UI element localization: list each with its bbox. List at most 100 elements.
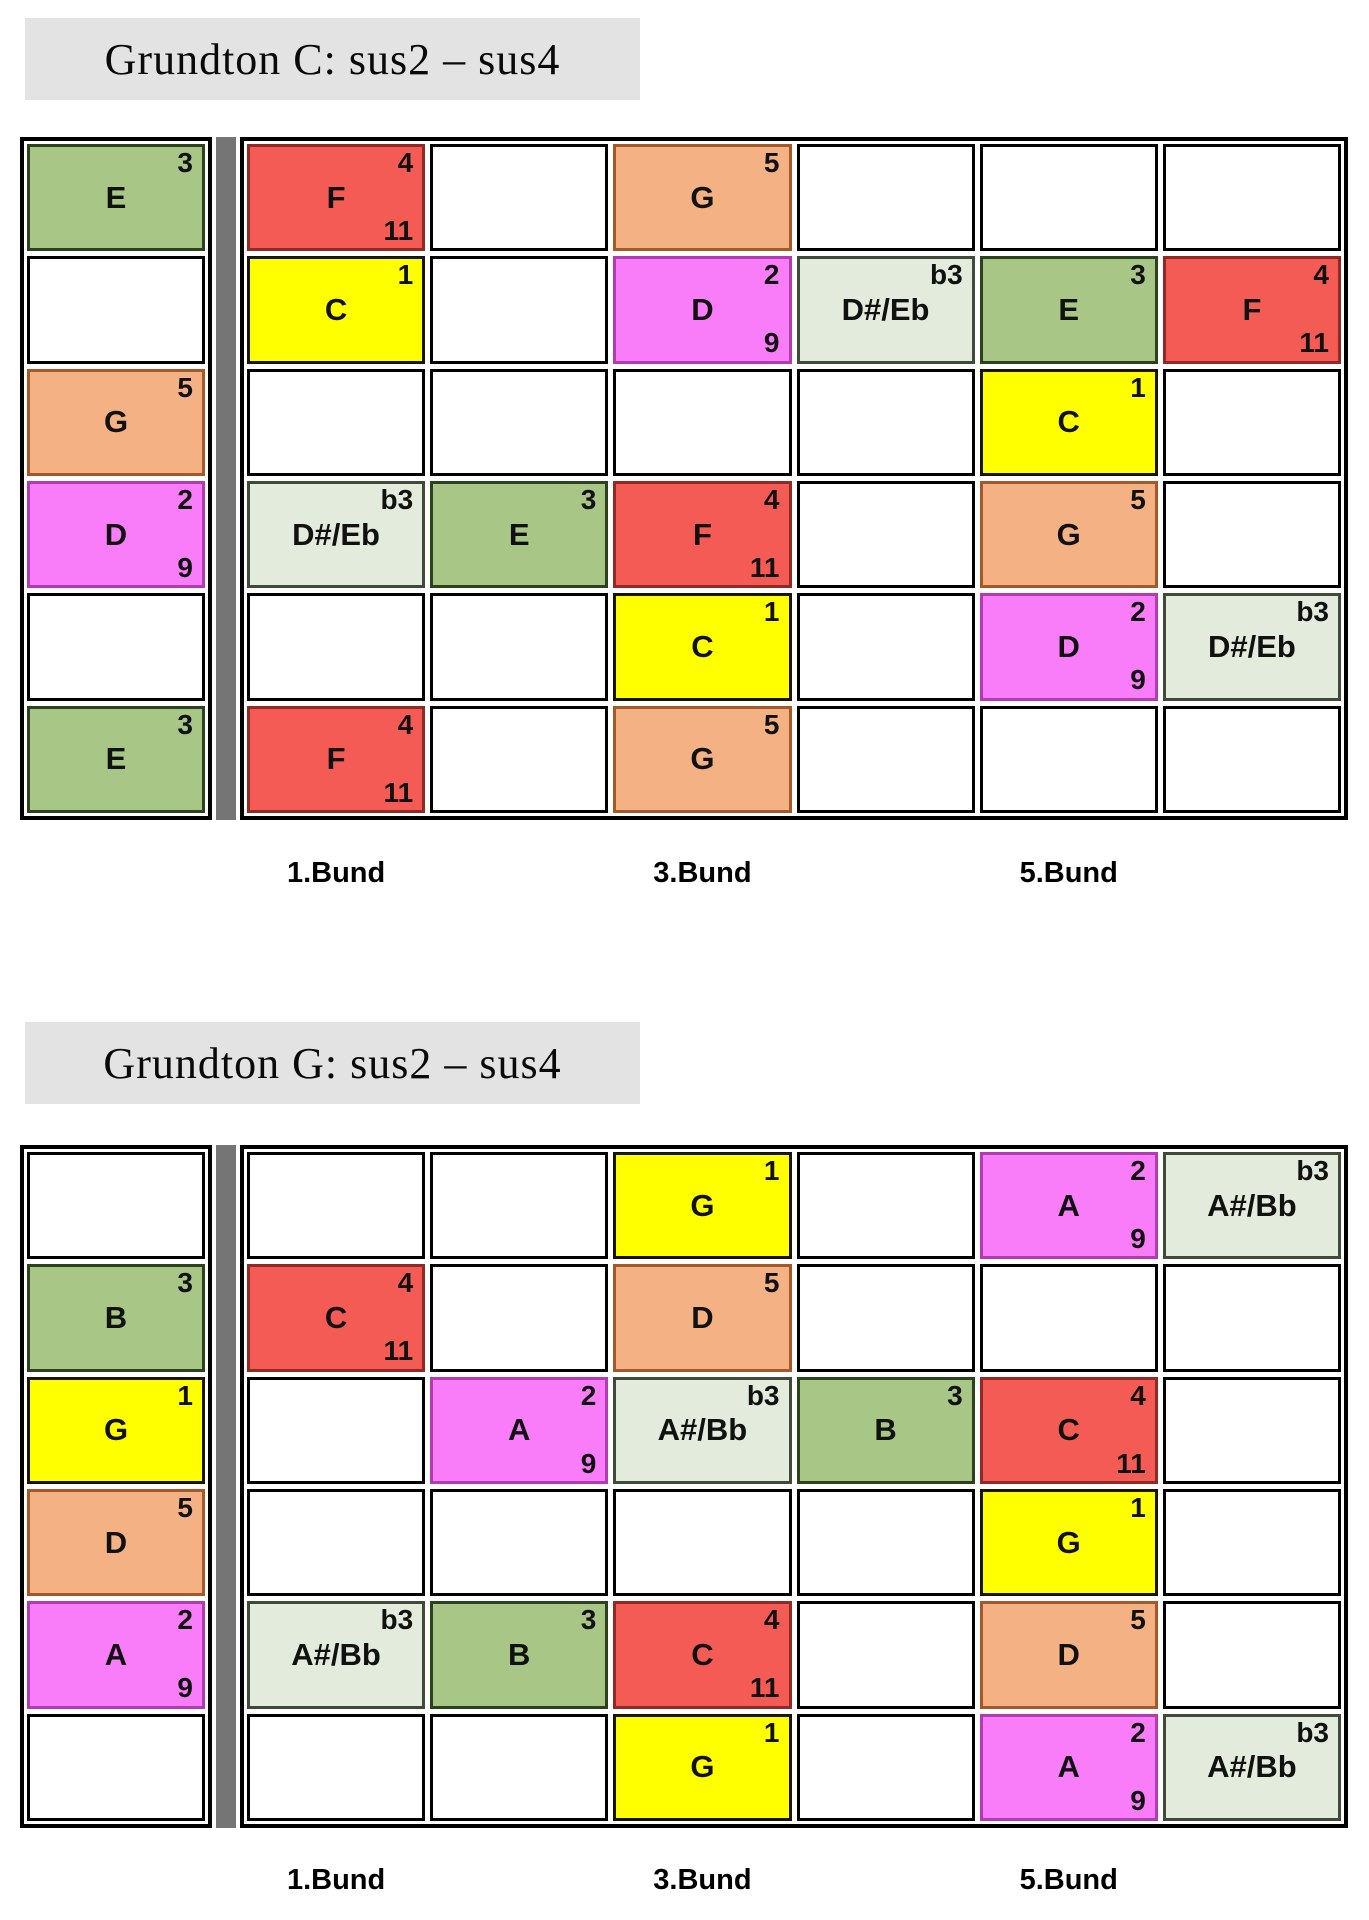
note-name: E (105, 741, 127, 777)
empty-cell (979, 1264, 1158, 1372)
note-cell: D#/Eb b3 (247, 481, 426, 589)
fret-label: 3.Bund (653, 856, 752, 889)
empty-cell (1162, 368, 1341, 476)
extension-label: 9 (177, 552, 193, 584)
empty-cell (430, 593, 609, 701)
extension-label: 9 (580, 1447, 597, 1479)
degree-label: 2 (1130, 1155, 1146, 1186)
degree-label: b3 (746, 1379, 780, 1411)
degree-label: 5 (177, 1492, 193, 1523)
note-name: C (1057, 1412, 1080, 1448)
note-name: D#/Eb (1207, 628, 1296, 664)
degree-label: 4 (763, 1604, 780, 1636)
note-name: D (104, 1524, 128, 1560)
note-cell: C 4 11 (613, 1601, 792, 1709)
note-name: F (326, 741, 346, 777)
empty-cell (796, 368, 975, 476)
degree-label: 1 (763, 1716, 780, 1748)
extension-label: 11 (383, 776, 414, 808)
empty-cell (1162, 1601, 1341, 1709)
empty-cell (1162, 481, 1341, 589)
note-name: D (1057, 628, 1080, 664)
note-cell: D 2 9 (27, 481, 205, 589)
degree-label: 2 (763, 259, 780, 291)
empty-cell (430, 1489, 609, 1597)
degree-label: 4 (1130, 1379, 1146, 1411)
note-cell: A#/Bb b3 (613, 1376, 792, 1484)
empty-cell (430, 1264, 609, 1372)
note-name: C (691, 1636, 714, 1672)
note-name: G (1056, 516, 1081, 552)
degree-label: b3 (1296, 1155, 1329, 1186)
note-cell: A 2 9 (430, 1376, 609, 1484)
degree-label: 4 (397, 708, 414, 740)
empty-cell (430, 144, 609, 252)
note-name: D#/Eb (841, 291, 930, 327)
note-name: A (1057, 1187, 1080, 1223)
degree-label: 4 (763, 484, 780, 515)
note-name: F (692, 516, 712, 552)
empty-cell (796, 144, 975, 252)
note-cell: F 4 11 (247, 705, 426, 813)
degree-label: 3 (177, 147, 193, 178)
note-name: A#/Bb (1207, 1749, 1297, 1785)
extension-label: 9 (1130, 1223, 1146, 1255)
degree-label: 5 (1130, 484, 1146, 515)
note-name: B (874, 1412, 897, 1448)
degree-label: 5 (763, 1267, 780, 1299)
note-cell: A#/Bb b3 (247, 1601, 426, 1709)
note-name: G (690, 1187, 715, 1223)
empty-cell (796, 1601, 975, 1709)
note-cell: D 2 9 (979, 593, 1158, 701)
note-cell: A#/Bb b3 (1162, 1713, 1341, 1821)
degree-label: 3 (580, 484, 597, 515)
extension-label: 9 (1130, 1784, 1146, 1816)
note-name: G (1056, 1524, 1081, 1560)
note-name: A (104, 1636, 128, 1672)
extension-label: 11 (749, 552, 780, 584)
degree-label: 1 (397, 259, 414, 291)
note-cell: A 2 9 (27, 1601, 205, 1709)
degree-label: 1 (763, 1155, 780, 1186)
extension-label: 9 (763, 327, 780, 359)
degree-label: 1 (177, 1379, 193, 1411)
note-name: G (690, 179, 715, 215)
empty-cell (796, 1713, 975, 1821)
note-name: E (105, 179, 127, 215)
empty-cell (247, 1376, 426, 1484)
empty-cell (1162, 144, 1341, 252)
empty-cell (796, 1264, 975, 1372)
degree-label: b3 (929, 259, 963, 291)
nut-bar (216, 137, 236, 820)
degree-label: 5 (177, 371, 193, 403)
note-name: C (324, 291, 348, 327)
degree-label: 3 (177, 708, 193, 740)
degree-label: 2 (580, 1379, 597, 1411)
fret-labels-row: 1.Bund 3.Bund 5.Bund (240, 1858, 1348, 1902)
note-name: A#/Bb (291, 1636, 381, 1672)
empty-cell (979, 705, 1158, 813)
degree-label: 2 (177, 484, 193, 515)
fret-labels-row: 1.Bund 3.Bund 5.Bund (240, 851, 1348, 895)
note-name: F (1242, 291, 1262, 327)
fret-label: 3.Bund (653, 1863, 752, 1896)
degree-label: b3 (380, 484, 414, 515)
empty-cell (247, 368, 426, 476)
note-name: G (103, 404, 129, 440)
empty-cell (1162, 1264, 1341, 1372)
empty-cell (796, 481, 975, 589)
note-cell: D 2 9 (613, 256, 792, 364)
